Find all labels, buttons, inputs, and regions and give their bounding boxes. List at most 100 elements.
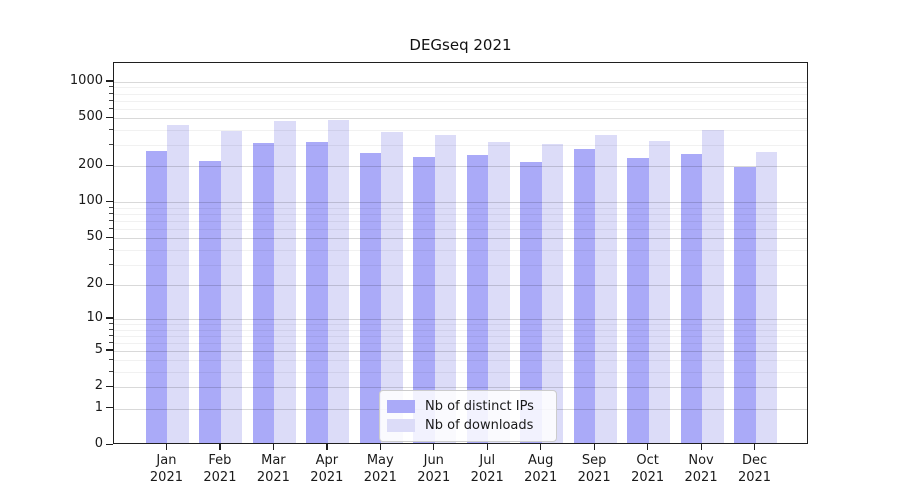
chart-title: DEGseq 2021 bbox=[409, 36, 512, 54]
y-minor-tick-mark bbox=[109, 107, 113, 109]
x-tick-mark bbox=[486, 443, 488, 450]
y-tick-label: 50 bbox=[86, 229, 103, 245]
y-minor-tick-mark bbox=[109, 359, 113, 361]
y-tick-label: 5 bbox=[94, 341, 103, 357]
bar-downloads-feb bbox=[220, 130, 243, 443]
bar-distinct-ips-jul bbox=[466, 155, 489, 443]
y-tick-mark bbox=[106, 236, 113, 239]
y-tick-mark bbox=[106, 407, 113, 409]
x-tick-mark bbox=[700, 443, 702, 450]
gridline-minor bbox=[114, 228, 807, 230]
gridline-major bbox=[114, 387, 807, 389]
x-tick-label-jul: Jul 2021 bbox=[470, 452, 504, 485]
x-tick-label-may: May 2021 bbox=[363, 452, 397, 485]
bar-downloads-apr bbox=[327, 119, 350, 443]
gridline-minor bbox=[114, 100, 807, 102]
x-tick-mark bbox=[165, 443, 168, 450]
y-tick-label: 20 bbox=[86, 276, 103, 291]
gridline-minor bbox=[114, 108, 807, 110]
y-tick-mark bbox=[106, 164, 113, 166]
y-tick-label: 2 bbox=[94, 378, 103, 394]
y-tick-mark bbox=[106, 443, 113, 445]
x-tick-label-mar: Mar 2021 bbox=[256, 452, 290, 485]
gridline-minor bbox=[114, 372, 807, 374]
gridline-minor bbox=[114, 214, 807, 216]
x-tick-mark bbox=[379, 443, 381, 450]
bar-downloads-aug bbox=[541, 143, 564, 443]
x-tick-mark bbox=[219, 443, 221, 450]
legend-label-downloads: Nb of downloads bbox=[425, 418, 534, 433]
gridline-major bbox=[114, 285, 807, 286]
bar-downloads-dec bbox=[755, 151, 778, 443]
bar-distinct-ips-jun bbox=[413, 157, 435, 443]
x-tick-label-apr: Apr 2021 bbox=[310, 452, 344, 485]
gridline-minor bbox=[114, 335, 807, 337]
x-tick-label-jan: Jan 2021 bbox=[149, 452, 183, 485]
gridline-major bbox=[114, 118, 807, 120]
y-minor-tick-mark bbox=[109, 144, 113, 146]
x-tick-label-nov: Nov 2021 bbox=[684, 452, 718, 485]
y-minor-tick-mark bbox=[109, 371, 113, 373]
y-tick-mark bbox=[106, 317, 113, 319]
bar-distinct-ips-apr bbox=[306, 141, 328, 443]
gridline-minor bbox=[114, 207, 807, 209]
y-minor-tick-mark bbox=[109, 129, 113, 131]
x-tick-label-oct: Oct 2021 bbox=[631, 452, 665, 485]
y-tick-label: 500 bbox=[78, 109, 103, 125]
y-minor-tick-mark bbox=[109, 227, 113, 229]
y-tick-label: 1 bbox=[94, 399, 103, 415]
plot-area bbox=[113, 62, 808, 444]
x-tick-mark bbox=[272, 443, 275, 450]
gridline-minor bbox=[114, 87, 807, 89]
gridline-major bbox=[114, 318, 807, 320]
bar-downloads-jun bbox=[434, 134, 457, 443]
bar-distinct-ips-oct bbox=[627, 158, 649, 443]
gridline-minor bbox=[114, 329, 807, 331]
gridline-minor bbox=[114, 264, 807, 266]
x-tick-label-dec: Dec 2021 bbox=[737, 452, 772, 485]
legend-swatch-downloads bbox=[387, 419, 415, 432]
legend-entry-downloads: Nb of downloads bbox=[387, 416, 546, 435]
y-minor-tick-mark bbox=[109, 323, 113, 324]
bar-downloads-jul bbox=[488, 141, 510, 443]
bar-downloads-sep bbox=[595, 135, 617, 443]
y-tick-label: 10 bbox=[86, 309, 103, 325]
y-minor-tick-mark bbox=[109, 86, 113, 88]
y-tick-label: 0 bbox=[94, 436, 103, 451]
x-tick-label-aug: Aug 2021 bbox=[524, 452, 558, 485]
bar-downloads-oct bbox=[648, 140, 671, 443]
y-minor-tick-mark bbox=[109, 99, 113, 101]
gridline-minor bbox=[114, 360, 807, 362]
x-tick-mark bbox=[326, 443, 328, 450]
gridline-minor bbox=[114, 220, 807, 222]
gridline-major bbox=[114, 166, 807, 168]
bar-distinct-ips-sep bbox=[573, 149, 596, 443]
bar-downloads-mar bbox=[274, 120, 296, 443]
y-minor-tick-mark bbox=[109, 334, 113, 336]
gridline-major bbox=[114, 238, 807, 240]
bar-distinct-ips-aug bbox=[520, 162, 542, 443]
y-minor-tick-mark bbox=[109, 248, 113, 250]
y-minor-tick-mark bbox=[109, 341, 113, 343]
y-minor-tick-mark bbox=[109, 328, 113, 330]
gridline-minor bbox=[114, 130, 807, 132]
y-minor-tick-mark bbox=[109, 206, 113, 208]
y-minor-tick-mark bbox=[109, 219, 113, 221]
legend-label-distinct-ips: Nb of distinct IPs bbox=[425, 399, 534, 414]
x-tick-label-jun: Jun 2021 bbox=[417, 452, 451, 485]
y-minor-tick-mark bbox=[109, 213, 113, 215]
gridline-minor bbox=[114, 93, 807, 95]
gridline-major bbox=[114, 81, 807, 83]
y-tick-mark bbox=[106, 200, 113, 203]
legend-swatch-distinct-ips bbox=[387, 400, 415, 413]
legend-entry-distinct-ips: Nb of distinct IPs bbox=[387, 397, 546, 416]
x-tick-mark bbox=[433, 443, 435, 450]
x-tick-mark bbox=[754, 443, 756, 450]
bar-downloads-may bbox=[381, 131, 403, 443]
bar-distinct-ips-jan bbox=[145, 151, 168, 443]
y-tick-mark bbox=[106, 80, 113, 82]
x-tick-mark bbox=[540, 443, 542, 450]
y-tick-mark bbox=[106, 116, 113, 118]
gridline-minor bbox=[114, 342, 807, 344]
x-tick-mark bbox=[593, 443, 595, 450]
